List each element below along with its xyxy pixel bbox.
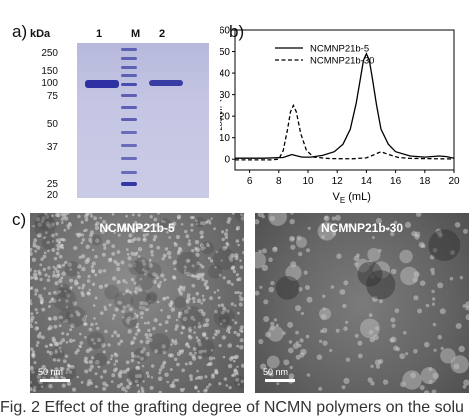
lane-label-1: 1 [96, 28, 103, 40]
lane-label-m: M [131, 28, 141, 40]
legend-label-2: NCMNP21b-30 [310, 56, 374, 67]
series-line-2 [235, 103, 455, 161]
chart-ticks: 6 8 10 12 14 16 18 20 0 10 20 30 40 50 60 [220, 26, 460, 188]
tem-title-left: NCMNP21b-5 [99, 221, 175, 235]
lane1-band [85, 80, 119, 88]
y-axis-label: A280nm (mAU) [220, 71, 224, 138]
tem-title-right: NCMNP21b-30 [320, 221, 404, 235]
sec-chart: 6 8 10 12 14 16 18 20 0 10 20 30 40 50 60 NCMNP21b-5NC… [220, 26, 460, 206]
marker-band [121, 74, 137, 77]
panel-label-b: b) [229, 22, 245, 41]
figure-caption: Fig. 2 Effect of the grafting degree of … [0, 399, 464, 416]
marker-band [121, 157, 137, 160]
x-axis-label: VE (mL) [333, 191, 371, 205]
marker-band [121, 144, 137, 147]
scale-label-left: 50 nm [38, 367, 64, 377]
marker-25: 25 [46, 179, 58, 190]
chart-frame [234, 29, 455, 171]
gel-panel: kDa 1 M 2 250 150 100 75 50 37 25 20 [28, 28, 218, 203]
x-tick-label: 18 [419, 176, 431, 187]
plot-border [234, 29, 455, 171]
x-tick-label: 10 [302, 176, 314, 187]
marker-250: 250 [41, 48, 58, 59]
series-line-1 [235, 52, 455, 159]
tem-particles-left [30, 213, 244, 393]
panel-label-c: c) [12, 210, 27, 229]
marker-100: 100 [41, 78, 58, 89]
marker-50: 50 [46, 119, 58, 130]
marker-band [121, 182, 137, 186]
kda-label: kDa [30, 28, 51, 40]
marker-band [121, 94, 137, 97]
x-tick-label: 8 [276, 176, 282, 187]
marker-20: 20 [46, 190, 58, 201]
marker-band [121, 66, 137, 69]
marker-band [121, 118, 137, 121]
marker-band [121, 83, 137, 86]
y-tick-label: 50 [220, 47, 230, 58]
x-tick-label: 16 [390, 176, 402, 187]
x-tick-label: 20 [448, 176, 460, 187]
tem-image-right: NCMNP21b-30 50 nm [255, 213, 469, 393]
marker-band [121, 106, 137, 109]
marker-band [121, 171, 137, 174]
lane2-band [149, 80, 183, 86]
y-tick-label: 30 [220, 90, 230, 101]
scale-bar-left [40, 379, 70, 382]
marker-75: 75 [46, 91, 58, 102]
y-tick-label: 20 [220, 112, 230, 123]
x-tick-label: 14 [361, 176, 373, 187]
lane-label-2: 2 [159, 28, 166, 40]
chart-axis-labels: VE (mL) A280nm (mAU) [220, 71, 371, 205]
tem-image-left: NCMNP21b-5 50 nm [30, 213, 244, 393]
x-tick-label: 12 [332, 176, 344, 187]
scale-bar-right [265, 379, 295, 382]
marker-band [121, 131, 137, 134]
marker-150: 150 [41, 66, 58, 77]
chart-series [235, 52, 455, 161]
legend-label-1: NCMNP21b-5 [310, 44, 369, 55]
y-tick-label: 0 [224, 155, 230, 166]
y-tick-label: 40 [220, 69, 230, 80]
marker-band [121, 48, 137, 51]
x-tick-label: 6 [247, 176, 253, 187]
scale-label-right: 50 nm [263, 367, 289, 377]
gel-image [77, 43, 209, 198]
y-tick-label: 10 [220, 133, 230, 144]
y-tick-label: 60 [220, 26, 230, 37]
tem-particles-right [255, 213, 469, 393]
marker-37: 37 [46, 142, 58, 153]
panel-label-a: a) [12, 22, 28, 41]
marker-band [121, 57, 137, 60]
